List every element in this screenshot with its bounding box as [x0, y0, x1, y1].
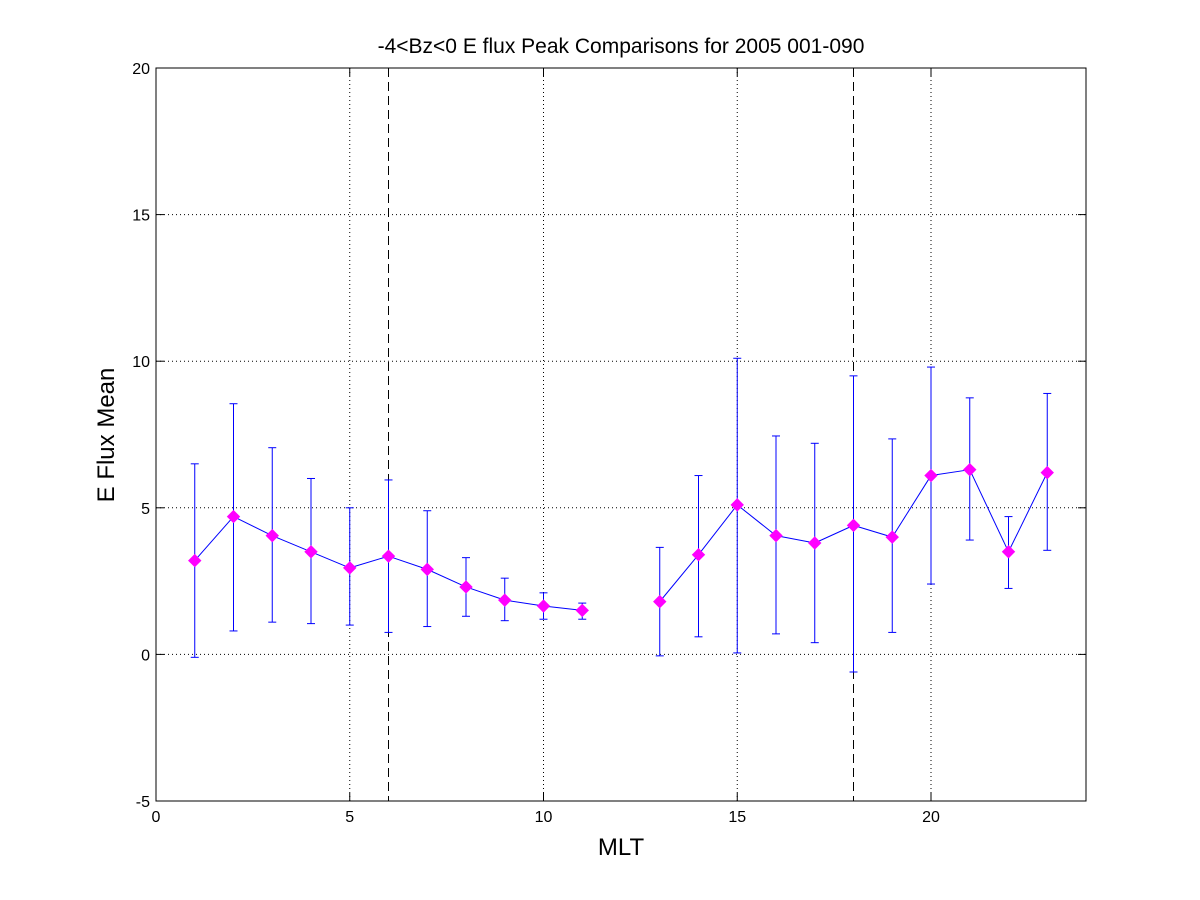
data-point-marker [343, 561, 357, 575]
data-point-marker [265, 528, 279, 543]
series-segment [1008, 472, 1048, 552]
y-tick-label: 0 [141, 647, 150, 664]
y-tick-label: 5 [141, 501, 150, 518]
series-segment [465, 586, 505, 601]
series-segment [310, 551, 350, 569]
series-segment [543, 605, 583, 611]
series-segment [930, 469, 970, 477]
chart-title: -4<Bz<0 E flux Peak Comparisons for 2005… [378, 35, 865, 58]
data-point-marker [730, 498, 744, 512]
data-point-marker [1001, 545, 1016, 559]
series-segment [504, 599, 544, 607]
series-segment [853, 524, 893, 538]
series-segment [233, 516, 273, 537]
series-segment [388, 555, 428, 570]
series-segment [969, 469, 1009, 552]
data-point-marker [963, 462, 977, 477]
data-point-marker [188, 553, 202, 568]
grid-layer [156, 68, 1086, 801]
data-point-marker [1040, 465, 1054, 480]
data-point-marker [924, 468, 938, 483]
series-lines [194, 469, 1048, 611]
data-point-marker [381, 549, 396, 563]
series-segment [775, 535, 815, 544]
data-point-marker [459, 580, 473, 594]
y-tick-label: 15 [132, 208, 150, 225]
series-segment [427, 568, 467, 588]
series-segment [659, 554, 699, 602]
x-tick-label: 0 [152, 809, 161, 826]
x-tick-label: 20 [922, 809, 940, 826]
series-segment [272, 535, 312, 553]
data-point-marker [226, 509, 241, 524]
x-tick-label: 5 [345, 809, 354, 826]
y-tick-label: 10 [132, 354, 150, 371]
data-point-marker [846, 518, 861, 533]
plot-frame [155, 67, 1087, 802]
y-tick-label: -5 [136, 794, 150, 811]
axis-ticks [155, 67, 1086, 802]
series-segment [814, 524, 854, 544]
y-tick-label: 20 [132, 61, 150, 78]
series-segment [349, 555, 389, 569]
data-point-marker [420, 562, 434, 577]
series-segment [736, 504, 777, 537]
plot-area [156, 68, 1086, 801]
data-point-marker [808, 536, 822, 550]
data-point-marker [536, 599, 551, 613]
data-point-marker [498, 593, 512, 607]
data-point-marker [769, 528, 783, 543]
data-point-marker [304, 545, 318, 559]
series-segment [698, 504, 738, 556]
data-point-marker [885, 530, 899, 544]
x-tick-label: 15 [728, 809, 746, 826]
x-tick-label: 10 [535, 809, 553, 826]
data-point-marker [575, 603, 589, 618]
series-segment [194, 516, 234, 561]
x-axis-label: MLT [598, 834, 645, 861]
series-segment [891, 475, 932, 538]
y-axis-label: E Flux Mean [93, 368, 120, 503]
data-point-marker [691, 548, 706, 562]
data-point-marker [653, 594, 667, 609]
data-markers [188, 462, 1054, 618]
